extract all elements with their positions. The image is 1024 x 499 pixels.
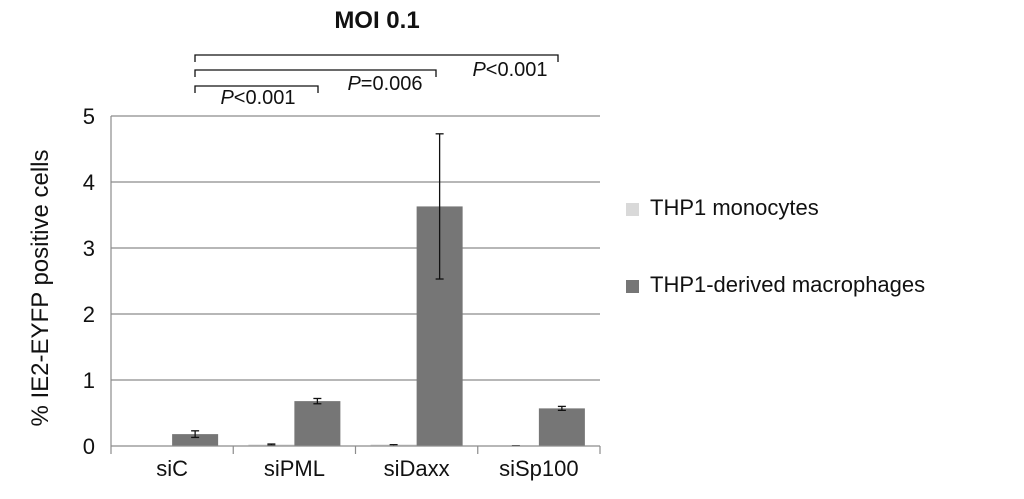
significance-label: P<0.001 [220,87,295,109]
significance-bracket [194,69,437,77]
y-tick-label: 4 [83,170,95,195]
chart-title: MOI 0.1 [334,7,419,34]
significance-bracket [194,54,559,62]
y-axis-label: % IE2-EYFP positive cells [27,150,54,427]
significance-label: P<0.001 [472,59,547,81]
axes: 0 1 2 3 4 5 siC siPML siDaxx siSp100 [83,104,601,481]
gridlines [111,115,600,381]
y-tick-label: 3 [83,236,95,261]
bars [172,133,585,447]
significance-label: P=0.006 [347,73,422,95]
bar [538,408,585,446]
legend-label: THP1-derived macrophages [650,272,925,297]
legend: THP1 monocytes THP1-derived macrophages [626,195,925,297]
y-tick-label: 0 [83,434,95,459]
legend-swatch [626,203,639,216]
x-tick-label: siSp100 [499,456,579,481]
x-tick-label: siDaxx [384,456,450,481]
legend-label: THP1 monocytes [650,195,819,220]
legend-swatch [626,280,639,293]
significance-brackets: P<0.001 P=0.006 P<0.001 [194,54,559,109]
y-tick-label: 2 [83,302,95,327]
bar [294,401,341,446]
bar [172,434,219,446]
x-tick-label: siPML [264,456,325,481]
significance-bracket [194,85,319,93]
x-tick-label: siC [156,456,188,481]
y-tick-label: 5 [83,104,95,129]
y-tick-label: 1 [83,368,95,393]
